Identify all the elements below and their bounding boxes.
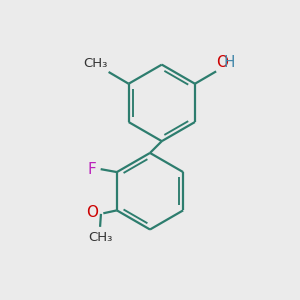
Text: H: H	[223, 55, 235, 70]
Text: CH₃: CH₃	[88, 231, 113, 244]
Text: CH₃: CH₃	[83, 57, 107, 70]
Text: F: F	[88, 162, 97, 177]
Text: O: O	[87, 205, 99, 220]
Text: O: O	[216, 55, 228, 70]
